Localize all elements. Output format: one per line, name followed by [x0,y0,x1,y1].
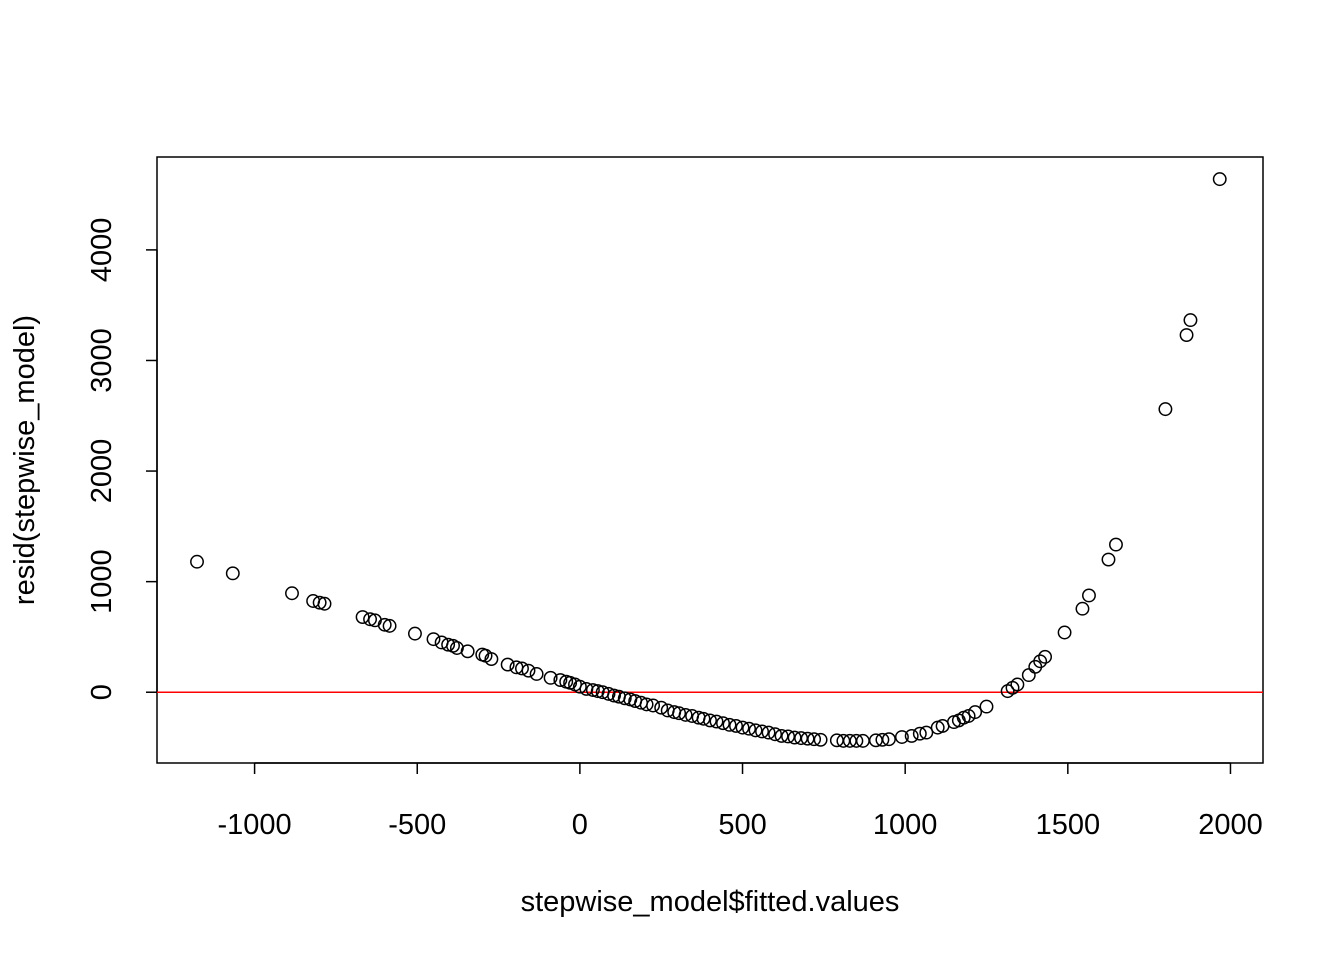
data-point [543,670,558,685]
data-point [755,724,769,739]
data-point [968,705,983,720]
data-point [729,719,743,733]
data-point [716,716,730,731]
data-point [441,637,456,652]
data-point [748,723,763,738]
data-point [553,673,568,688]
data-point [722,717,737,732]
y-tick-label: 2000 [86,439,118,504]
data-point [225,566,240,581]
data-point [709,714,724,729]
y-axis-label: resid(stepwise_model) [9,315,41,605]
data-point [919,725,934,740]
data-point [607,688,621,703]
data-point [355,610,370,624]
data-point [1021,668,1036,683]
data-point [761,725,776,740]
data-point [1075,601,1090,616]
x-tick-label: 1000 [873,809,938,841]
data-point [460,644,475,659]
data-point [590,684,605,699]
data-point [1033,654,1048,669]
data-point [646,698,661,713]
data-point [500,657,515,672]
data-point [678,707,693,722]
data-point [881,732,896,747]
data-point [735,720,750,735]
data-point [521,663,536,678]
data-point [529,667,544,681]
data-point [1101,552,1116,567]
data-point [363,612,378,627]
data-point [703,713,717,728]
x-tick-label: 500 [718,809,766,841]
data-point [484,652,499,667]
data-point [617,691,632,706]
data-point [849,733,864,748]
data-point [875,732,890,747]
data-point [317,596,332,611]
data-point [654,700,669,715]
data-point [696,711,711,726]
x-axis: -1000 -500 0 500 1000 1500 2000 [218,762,1263,841]
data-point [807,732,822,747]
data-point [377,617,392,632]
data-point [515,661,529,676]
data-point [781,729,796,744]
data-point [1109,537,1123,552]
data-point [1057,625,1072,640]
data-points [190,172,1227,748]
data-point [1179,328,1194,342]
plot-frame [156,156,1264,764]
data-point [312,595,327,610]
data-point [979,699,994,714]
data-point [585,683,600,697]
data-point [813,732,828,747]
data-point [639,697,654,712]
data-point [1183,313,1198,328]
x-tick-label: 1500 [1036,809,1101,841]
data-point [285,586,299,601]
data-point [572,679,587,694]
data-point [912,726,927,741]
data-point [894,730,909,744]
data-point [768,727,783,742]
data-point [1010,677,1025,692]
x-tick-label: -1000 [218,809,292,841]
y-tick-label: 0 [86,684,118,700]
y-tick-label: 1000 [86,549,118,614]
data-point [774,728,789,743]
data-point [672,706,687,721]
data-point [426,632,441,647]
y-tick-label: 3000 [86,328,118,393]
data-point [1082,588,1096,603]
data-point [1158,402,1173,417]
x-tick-label: -500 [388,809,446,841]
data-point [601,686,616,701]
data-point [742,721,756,736]
data-point [190,554,204,569]
x-tick-label: 0 [572,809,588,841]
y-tick-label: 4000 [86,218,118,283]
y-axis: 0 1000 2000 3000 4000 [86,218,158,700]
data-point [1212,172,1227,187]
x-axis-label: stepwise_model$fitted.values [521,886,900,918]
x-tick-label: 2000 [1198,809,1263,841]
data-point [904,728,919,743]
data-point [1038,649,1053,664]
data-point [408,626,422,641]
data-point [382,618,397,633]
